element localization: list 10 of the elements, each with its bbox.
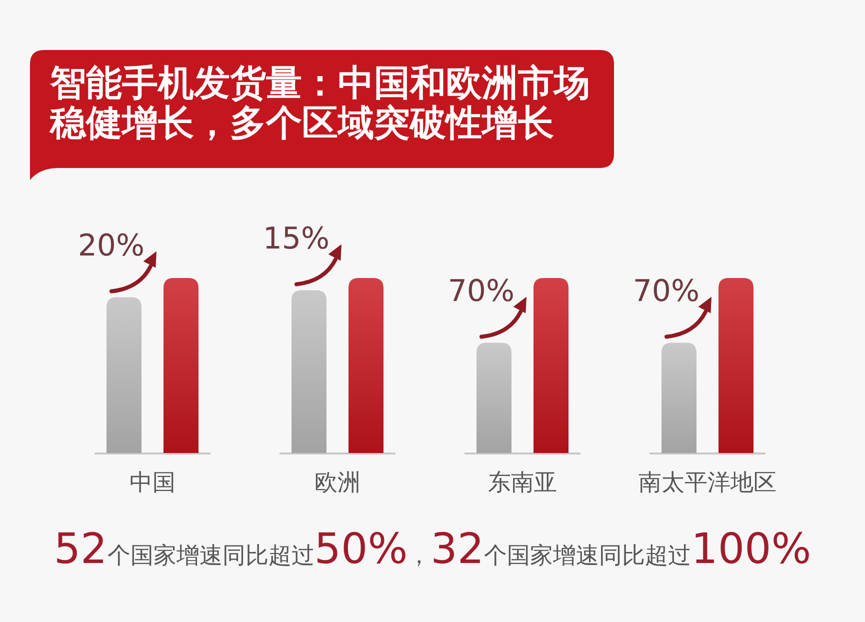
annotation: 70%: [632, 274, 700, 309]
category-label: 南太平洋地区: [638, 470, 776, 496]
annotation: 70%: [448, 274, 514, 309]
category-label: 东南亚: [488, 470, 557, 496]
category-label: 欧洲: [314, 470, 360, 496]
category-label: 中国: [130, 470, 176, 496]
title: 智能手机发货量：中国和欧洲市场稳健增长，多个区域突破性增长: [30, 50, 614, 180]
annotation: 15%: [262, 221, 330, 256]
annotation: 20%: [78, 228, 144, 264]
chart-title: 智能手机发货量：中国和欧洲市场稳健增长，多个区域突破性增长: [50, 63, 590, 144]
